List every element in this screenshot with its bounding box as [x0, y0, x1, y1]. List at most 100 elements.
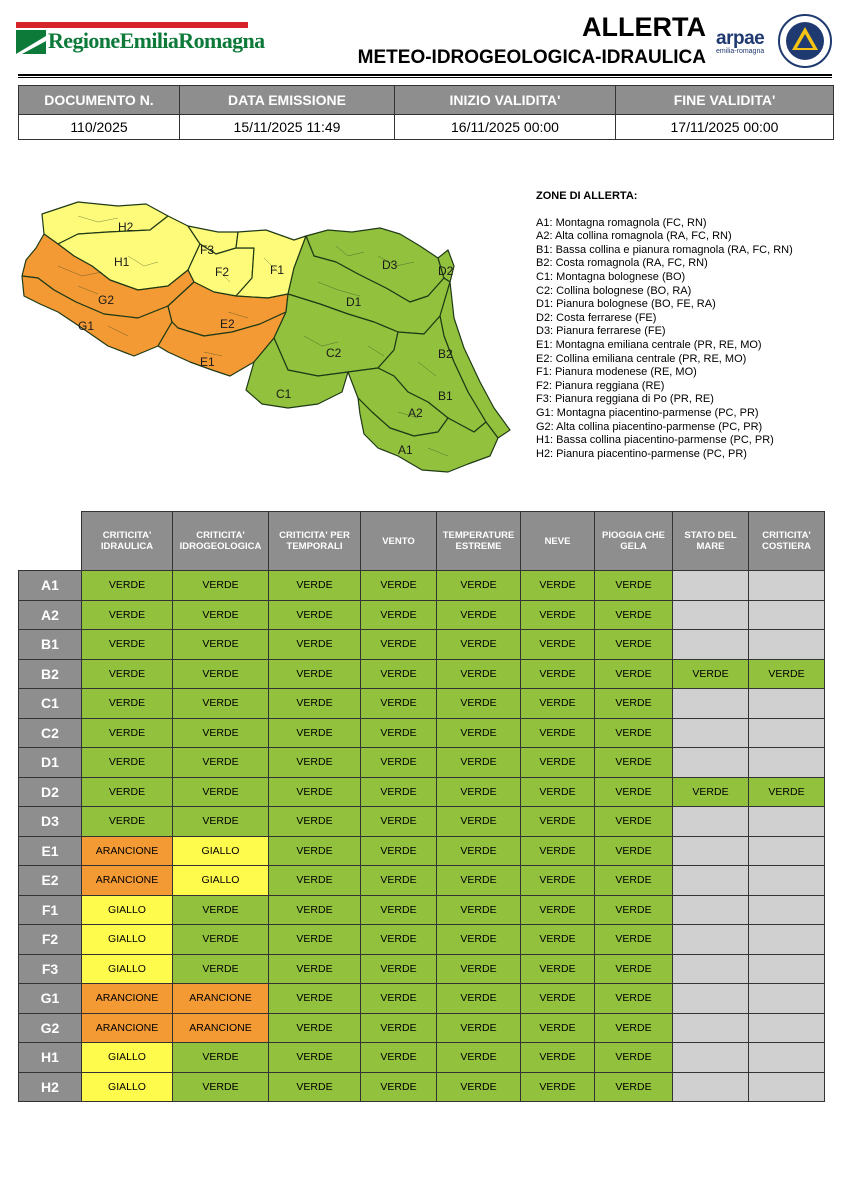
- alert-level-empty-cell: [672, 1071, 749, 1102]
- alert-level-cell: VERDE: [436, 983, 521, 1014]
- alert-level-cell: VERDE: [81, 599, 173, 630]
- alert-level-empty-cell: [672, 599, 749, 630]
- alert-level-cell: ARANCIONE: [81, 865, 173, 896]
- alert-column-header: CRITICITA' IDRAULICA: [81, 511, 173, 571]
- table-row: H1 GIALLO VERDE VERDE VERDE VERDE VERDE VERDE: [18, 1042, 825, 1073]
- alert-level-cell: VERDE: [594, 1042, 673, 1073]
- zone-code-cell: C2: [18, 717, 82, 748]
- map-label-e1: E1: [200, 355, 215, 369]
- alert-level-cell: VERDE: [268, 658, 361, 689]
- alert-level-cell: VERDE: [520, 717, 595, 748]
- alert-level-empty-cell: [672, 835, 749, 866]
- alert-column-header-line: NEVE: [544, 535, 571, 547]
- alert-level-cell: VERDE: [436, 658, 521, 689]
- alert-level-cell: VERDE: [436, 1071, 521, 1102]
- alert-level-cell: VERDE: [672, 658, 749, 689]
- zone-d2-area: [437, 249, 455, 283]
- table-row: F2 GIALLO VERDE VERDE VERDE VERDE VERDE VERDE: [18, 924, 825, 955]
- alert-level-cell: VERDE: [436, 835, 521, 866]
- map-label-f1: F1: [270, 263, 284, 277]
- alert-level-cell: VERDE: [81, 688, 173, 719]
- alert-level-cell: VERDE: [594, 776, 673, 807]
- alert-level-cell: GIALLO: [81, 1071, 173, 1102]
- alert-level-cell: VERDE: [594, 570, 673, 601]
- alert-level-cell: VERDE: [172, 717, 269, 748]
- alert-level-cell: VERDE: [748, 658, 825, 689]
- zone-legend-item: C2: Collina bolognese (BO, RA): [536, 284, 692, 297]
- alert-level-cell: VERDE: [81, 570, 173, 601]
- alert-level-cell: VERDE: [436, 747, 521, 778]
- alert-level-cell: VERDE: [436, 953, 521, 984]
- zone-code-cell: A1: [18, 570, 82, 601]
- alert-level-empty-cell: [748, 1012, 825, 1043]
- alert-level-empty-cell: [672, 806, 749, 837]
- alert-level-cell: VERDE: [360, 835, 437, 866]
- alert-level-cell: VERDE: [748, 776, 825, 807]
- zone-legend-item: A1: Montagna romagnola (FC, RN): [536, 216, 707, 229]
- alert-zones-legend: ZONE DI ALLERTA: A1: Montagna romagnola …: [536, 190, 836, 461]
- alert-column-header-line: IDROGEOLOGICA: [179, 541, 262, 552]
- alert-column-header: CRITICITA' PER TEMPORALI: [268, 511, 361, 571]
- alert-level-cell: VERDE: [594, 1071, 673, 1102]
- map-label-g1: G1: [78, 319, 94, 333]
- alert-column-header-line: COSTIERA: [761, 541, 812, 552]
- document-info-table: DOCUMENTO N. DATA EMISSIONE INIZIO VALID…: [18, 85, 834, 140]
- table-row: G1 ARANCIONE ARANCIONE VERDE VERDE VERDE VERDE…: [18, 983, 825, 1014]
- alert-levels-table: CRITICITA' IDRAULICA CRITICITA' IDROGEOLOGI…: [18, 511, 825, 1102]
- alert-level-cell: VERDE: [268, 599, 361, 630]
- alert-level-cell: VERDE: [268, 776, 361, 807]
- table-row: A2 VERDE VERDE VERDE VERDE VERDE VERDE VERDE: [18, 599, 825, 630]
- map-label-h2: H2: [118, 220, 134, 234]
- alert-column-header-line: VENTO: [382, 535, 415, 547]
- alert-level-cell: GIALLO: [81, 894, 173, 925]
- alert-column-header-line: PIOGGIA CHE: [602, 530, 665, 541]
- arpae-logo-word: arpae: [716, 28, 765, 49]
- alert-level-cell: VERDE: [360, 658, 437, 689]
- alert-level-cell: VERDE: [520, 1012, 595, 1043]
- alert-level-cell: VERDE: [268, 983, 361, 1014]
- alert-level-cell: VERDE: [520, 747, 595, 778]
- zone-legend-item: A2: Alta collina romagnola (RA, FC, RN): [536, 230, 732, 243]
- alert-level-cell: VERDE: [436, 1042, 521, 1073]
- alert-level-cell: VERDE: [594, 924, 673, 955]
- alert-level-cell: VERDE: [594, 894, 673, 925]
- alert-level-cell: VERDE: [594, 806, 673, 837]
- zone-legend-item: F2: Pianura reggiana (RE): [536, 379, 665, 392]
- alert-level-cell: VERDE: [81, 717, 173, 748]
- alert-level-cell: VERDE: [360, 806, 437, 837]
- alert-level-cell: VERDE: [360, 717, 437, 748]
- table-row: D1 VERDE VERDE VERDE VERDE VERDE VERDE VERDE: [18, 747, 825, 778]
- alert-zones-title: ZONE DI ALLERTA:: [536, 190, 638, 202]
- table-row: E1 ARANCIONE GIALLO VERDE VERDE VERDE VERDE VER…: [18, 835, 825, 866]
- alert-level-cell: VERDE: [520, 924, 595, 955]
- alert-level-cell: GIALLO: [172, 835, 269, 866]
- alert-column-header-line: GELA: [620, 541, 647, 552]
- alert-level-cell: VERDE: [268, 865, 361, 896]
- alert-level-cell: VERDE: [672, 776, 749, 807]
- alert-level-empty-cell: [748, 865, 825, 896]
- logo-red-bar: [16, 22, 248, 28]
- alert-level-cell: VERDE: [268, 629, 361, 660]
- alert-level-cell: VERDE: [360, 953, 437, 984]
- alert-level-cell: VERDE: [268, 570, 361, 601]
- alert-level-cell: VERDE: [520, 894, 595, 925]
- zone-code-cell: H1: [18, 1042, 82, 1073]
- zone-legend-item: E2: Collina emiliana centrale (PR, RE, M…: [536, 352, 747, 365]
- map-label-c2: C2: [326, 346, 342, 360]
- zone-legend-item: H1: Bassa collina piacentino-parmense (P…: [536, 434, 774, 447]
- alert-level-cell: VERDE: [520, 806, 595, 837]
- alert-level-cell: VERDE: [172, 894, 269, 925]
- zone-a1-area: [357, 397, 499, 473]
- alert-level-cell: VERDE: [81, 776, 173, 807]
- validity-start-header: INIZIO VALIDITA': [394, 85, 616, 115]
- alert-level-cell: VERDE: [520, 1042, 595, 1073]
- alert-column-header: PIOGGIA CHE GELA: [594, 511, 673, 571]
- alert-level-cell: VERDE: [436, 865, 521, 896]
- zone-legend-item: D2: Costa ferrarese (FE): [536, 311, 657, 324]
- alert-level-cell: VERDE: [520, 983, 595, 1014]
- alert-level-empty-cell: [748, 835, 825, 866]
- alert-column-header: TEMPERATURE ESTREME: [436, 511, 521, 571]
- zone-legend-item: E1: Montagna emiliana centrale (PR, RE, …: [536, 338, 762, 351]
- validity-end-value: 17/11/2025 00:00: [615, 114, 834, 140]
- page-title: ALLERTA: [582, 12, 706, 42]
